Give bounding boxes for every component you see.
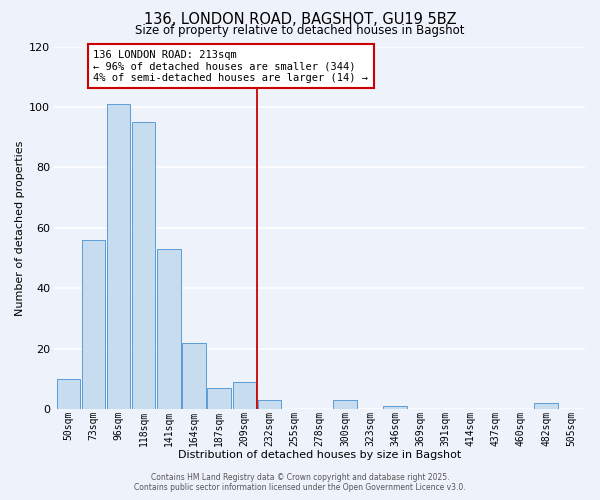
- X-axis label: Distribution of detached houses by size in Bagshot: Distribution of detached houses by size …: [178, 450, 461, 460]
- Bar: [208, 388, 231, 409]
- Text: Size of property relative to detached houses in Bagshot: Size of property relative to detached ho…: [135, 24, 465, 37]
- Bar: [107, 104, 130, 409]
- Bar: [333, 400, 356, 409]
- Bar: [383, 406, 407, 409]
- Bar: [233, 382, 256, 409]
- Bar: [258, 400, 281, 409]
- Text: Contains HM Land Registry data © Crown copyright and database right 2025.
Contai: Contains HM Land Registry data © Crown c…: [134, 473, 466, 492]
- Bar: [56, 379, 80, 409]
- Bar: [182, 342, 206, 409]
- Text: 136, LONDON ROAD, BAGSHOT, GU19 5BZ: 136, LONDON ROAD, BAGSHOT, GU19 5BZ: [143, 12, 457, 28]
- Bar: [82, 240, 105, 409]
- Bar: [157, 249, 181, 409]
- Bar: [535, 403, 558, 409]
- Text: 136 LONDON ROAD: 213sqm
← 96% of detached houses are smaller (344)
4% of semi-de: 136 LONDON ROAD: 213sqm ← 96% of detache…: [94, 50, 368, 82]
- Y-axis label: Number of detached properties: Number of detached properties: [15, 140, 25, 316]
- Bar: [132, 122, 155, 409]
